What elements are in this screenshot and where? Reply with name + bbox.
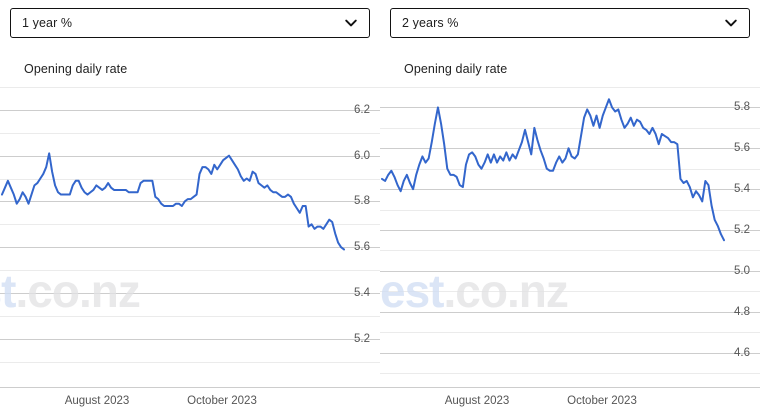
gridline-minor: [380, 250, 760, 251]
x-axis-tick-label: October 2023: [187, 395, 257, 407]
gridline-major: [380, 148, 760, 149]
term-select-1-value: 1 year %: [22, 16, 73, 30]
y-axis-tick-label: 6.2: [354, 104, 370, 116]
gridline-major: [380, 189, 760, 190]
gridline-major: [0, 247, 380, 248]
gridline-major: [380, 353, 760, 354]
gridline-minor: [0, 270, 380, 271]
gridlines-2: 5.8 5.6 5.4 5.2 5.0 4.8 4.6: [380, 87, 760, 374]
chart-title-2: Opening daily rate: [404, 62, 508, 76]
y-axis-tick-label: 5.8: [734, 101, 750, 113]
chevron-down-icon[interactable]: [342, 14, 360, 32]
y-axis-tick-label: 5.2: [734, 224, 750, 236]
gridline-major: [380, 230, 760, 231]
y-axis-tick-label: 5.4: [354, 287, 370, 299]
gridline-minor: [380, 210, 760, 211]
gridline-major: [0, 110, 380, 111]
plot-area-1: 6.2 6.0 5.8 5.6 5.4 5.2: [0, 87, 380, 373]
y-axis-tick-label: 4.8: [734, 306, 750, 318]
gridline-minor: [380, 373, 760, 374]
x-axis-line: [0, 387, 380, 388]
x-axis-tick-label: August 2023: [444, 395, 510, 407]
gridline-minor: [0, 87, 380, 88]
x-axis-line: [380, 387, 760, 388]
term-select-2-value: 2 years %: [402, 16, 459, 30]
y-axis-tick-label: 4.6: [734, 347, 750, 359]
gridline-major: [0, 339, 380, 340]
gridlines-1: 6.2 6.0 5.8 5.6 5.4 5.2: [0, 87, 380, 373]
gridline-minor: [0, 316, 380, 317]
term-select-2[interactable]: 2 years %: [390, 8, 750, 38]
chart-one-year: Opening daily rate 6.2 6.0 5.8 5.6 5.4 5.2 Au…: [0, 46, 380, 414]
gridline-minor: [0, 224, 380, 225]
gridline-major: [380, 107, 760, 108]
gridline-major: [380, 312, 760, 313]
y-axis-tick-label: 6.0: [354, 150, 370, 162]
gridline-major: [0, 293, 380, 294]
y-axis-tick-label: 5.6: [734, 142, 750, 154]
gridline-minor: [0, 179, 380, 180]
x-axis-tick-label: August 2023: [64, 395, 130, 407]
gridline-minor: [0, 133, 380, 134]
series-line-2: [380, 87, 760, 373]
gridline-minor: [380, 128, 760, 129]
term-select-1[interactable]: 1 year %: [10, 8, 370, 38]
gridline-major: [0, 201, 380, 202]
panel-two-years: 2 years % Opening daily rate 5.8 5.6 5.4 5.…: [380, 0, 760, 414]
x-axis-labels-2: August 2023 October 2023: [380, 387, 760, 409]
y-axis-tick-label: 5.6: [354, 241, 370, 253]
gridline-minor: [380, 87, 760, 88]
gridline-minor: [380, 169, 760, 170]
series-line-1: [0, 87, 380, 373]
chart-two-years: Opening daily rate 5.8 5.6 5.4 5.2 5.0 4.8 4.6…: [380, 46, 760, 414]
y-axis-tick-label: 5.4: [734, 183, 750, 195]
chart-title-1: Opening daily rate: [24, 62, 128, 76]
x-axis-tick-label: October 2023: [567, 395, 637, 407]
y-axis-tick-label: 5.8: [354, 195, 370, 207]
y-axis-tick-label: 5.0: [734, 265, 750, 277]
gridline-major: [380, 271, 760, 272]
plot-area-2: 5.8 5.6 5.4 5.2 5.0 4.8 4.6: [380, 87, 760, 374]
chevron-down-icon[interactable]: [722, 14, 740, 32]
gridline-minor: [0, 362, 380, 363]
gridline-minor: [380, 332, 760, 333]
gridline-minor: [380, 291, 760, 292]
y-axis-tick-label: 5.2: [354, 333, 370, 345]
gridline-major: [0, 156, 380, 157]
panel-one-year: 1 year % Opening daily rate 6.2 6.0 5.8 5.6…: [0, 8, 380, 414]
x-axis-labels-1: August 2023 October 2023: [0, 387, 380, 409]
